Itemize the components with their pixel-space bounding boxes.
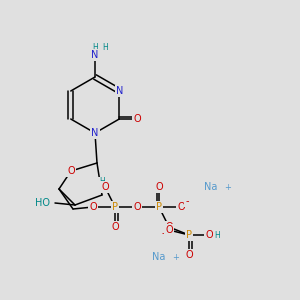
- Text: O: O: [177, 202, 185, 212]
- Text: +: +: [225, 182, 231, 191]
- Text: H: H: [99, 178, 105, 187]
- Text: P: P: [112, 202, 118, 212]
- Text: +: +: [172, 253, 179, 262]
- Text: H: H: [92, 43, 98, 52]
- Text: -: -: [185, 196, 189, 206]
- Text: P: P: [186, 230, 192, 240]
- Text: O: O: [205, 230, 213, 240]
- Text: Na: Na: [152, 252, 166, 262]
- Text: Na: Na: [204, 182, 218, 192]
- Text: O: O: [165, 225, 173, 235]
- Text: O: O: [155, 182, 163, 192]
- Text: P: P: [156, 202, 162, 212]
- Text: HO: HO: [35, 198, 50, 208]
- Text: O: O: [165, 222, 173, 232]
- Text: -: -: [161, 228, 165, 238]
- Text: O: O: [101, 182, 109, 192]
- Text: O: O: [185, 250, 193, 260]
- Text: N: N: [91, 128, 99, 138]
- Text: O: O: [133, 202, 141, 212]
- Text: O: O: [111, 222, 119, 232]
- Text: N: N: [116, 86, 123, 96]
- Text: O: O: [89, 202, 97, 212]
- Text: N: N: [91, 50, 99, 60]
- Text: O: O: [134, 114, 141, 124]
- Text: O: O: [67, 166, 75, 176]
- Text: H: H: [102, 43, 108, 52]
- Text: H: H: [214, 232, 220, 241]
